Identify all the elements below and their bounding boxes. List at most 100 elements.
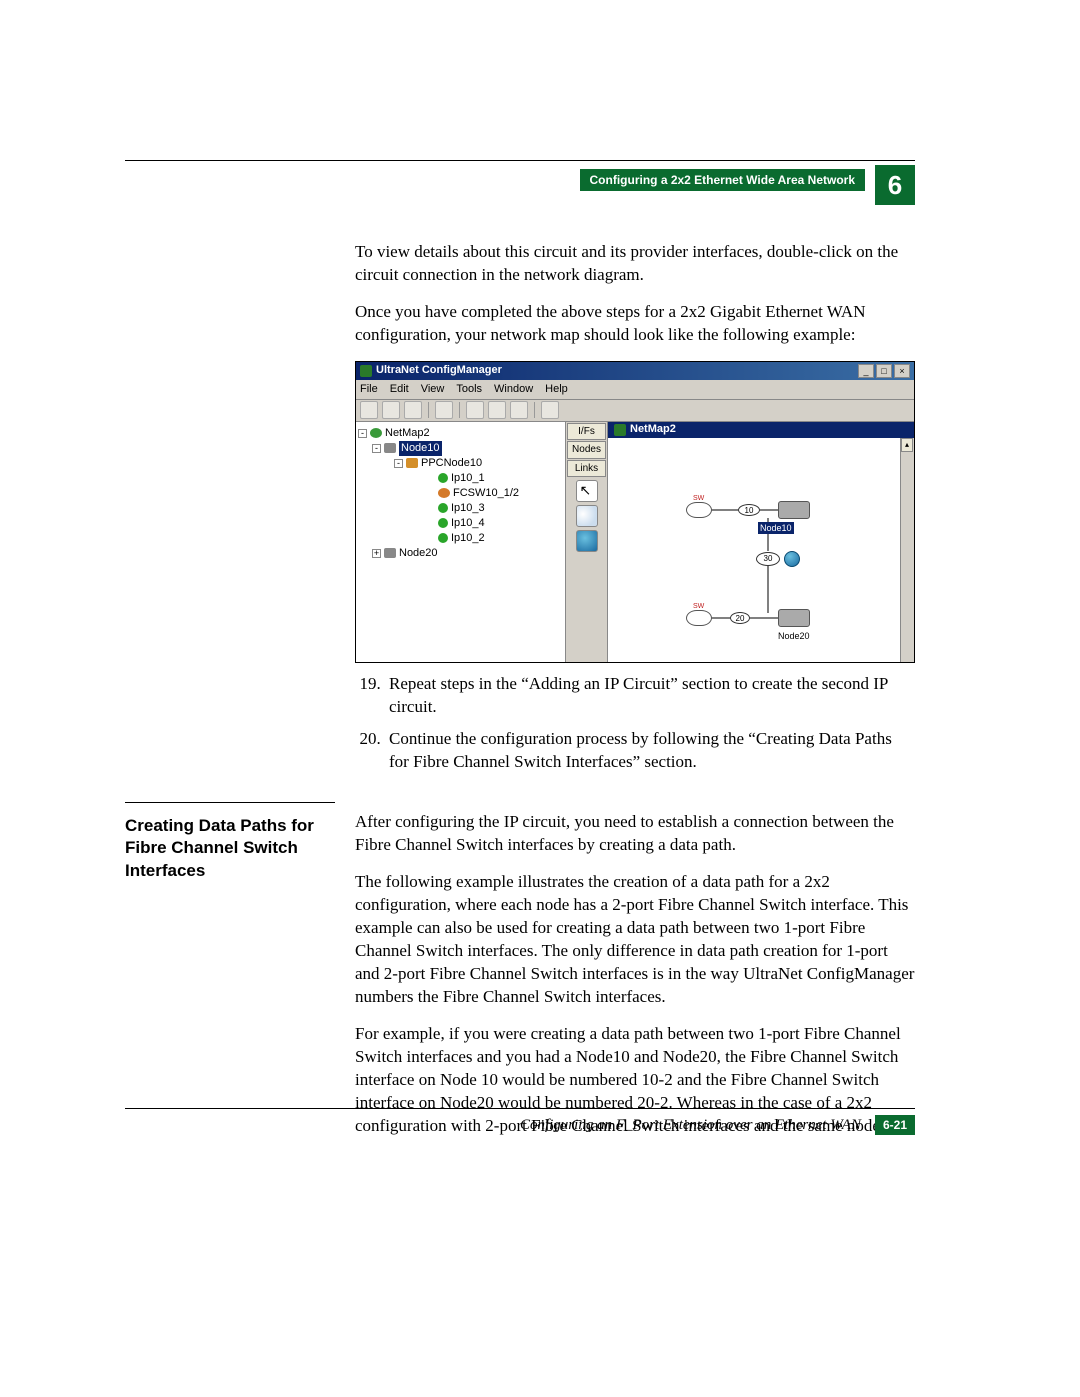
menu-help[interactable]: Help	[545, 382, 568, 397]
palette-tab-ifs[interactable]: I/Fs	[567, 423, 606, 441]
globe-tool-icon[interactable]	[576, 530, 598, 552]
tree-label: Ip10_2	[451, 531, 485, 546]
link-oval[interactable]: 20	[730, 612, 750, 624]
cloud-node-icon[interactable]	[686, 610, 712, 626]
menu-edit[interactable]: Edit	[390, 382, 409, 397]
toolbar	[356, 400, 914, 422]
step-item: Continue the configuration process by fo…	[385, 728, 915, 774]
paragraph: To view details about this circuit and i…	[355, 241, 915, 287]
menu-tools[interactable]: Tools	[456, 382, 482, 397]
menu-window[interactable]: Window	[494, 382, 533, 397]
close-button[interactable]: ×	[894, 364, 910, 378]
chapter-number-badge: 6	[875, 165, 915, 205]
window-title-text: UltraNet ConfigManager	[376, 363, 502, 378]
tree-label-selected: Node10	[399, 441, 442, 456]
page-header: Configuring a 2x2 Ethernet Wide Area Net…	[125, 169, 915, 205]
menubar: File Edit View Tools Window Help	[356, 380, 914, 400]
tree-label: NetMap2	[385, 426, 430, 441]
router-node-icon[interactable]	[778, 501, 810, 519]
palette-tab-links[interactable]: Links	[567, 460, 606, 478]
body-columns: To view details about this circuit and i…	[125, 241, 915, 788]
interface-icon	[438, 473, 448, 483]
tree-label: Node20	[399, 546, 438, 561]
toolbar-open-icon[interactable]	[382, 401, 400, 419]
section-heading-col: Creating Data Paths for Fibre Channel Sw…	[125, 811, 335, 881]
paragraph: After configuring the IP circuit, you ne…	[355, 811, 915, 857]
node-icon	[384, 443, 396, 453]
tree-leaf[interactable]: Ip10_3	[358, 501, 563, 516]
interface-icon	[438, 503, 448, 513]
paragraph: The following example illustrates the cr…	[355, 871, 915, 1009]
network-diagram[interactable]: SW 10 Node10 30 SW 20	[608, 438, 914, 662]
tree-leaf[interactable]: FCSW10_1/2	[358, 486, 563, 501]
tree-leaf[interactable]: Ip10_1	[358, 471, 563, 486]
step-item: Repeat steps in the “Adding an IP Circui…	[385, 673, 915, 719]
window-title: UltraNet ConfigManager	[360, 363, 502, 378]
left-gutter	[125, 241, 335, 788]
window-buttons: _ □ ×	[858, 364, 910, 378]
toolbar-paste-icon[interactable]	[510, 401, 528, 419]
tree-node[interactable]: -PPCNode10	[358, 456, 563, 471]
tree-label: Ip10_4	[451, 516, 485, 531]
page-footer: Configuring an F_Port Extension over an …	[125, 1108, 915, 1135]
header-section-label: Configuring a 2x2 Ethernet Wide Area Net…	[580, 169, 866, 191]
toolbar-new-icon[interactable]	[360, 401, 378, 419]
interface-icon	[438, 533, 448, 543]
link-oval[interactable]: 30	[756, 552, 780, 566]
node-icon	[384, 548, 396, 558]
window-titlebar: UltraNet ConfigManager _ □ ×	[356, 362, 914, 380]
cloud-node-icon[interactable]	[686, 502, 712, 518]
scroll-up-button[interactable]: ▴	[901, 438, 913, 452]
ppc-icon	[406, 458, 418, 468]
toolbar-save-icon[interactable]	[404, 401, 422, 419]
oval-label: 20	[736, 614, 745, 623]
node-label: Node10	[758, 522, 794, 534]
globe-node-icon[interactable]	[784, 551, 800, 567]
tree-root[interactable]: -NetMap2	[358, 426, 563, 441]
toolbar-cut-icon[interactable]	[466, 401, 484, 419]
interface-icon	[438, 518, 448, 528]
app-window: UltraNet ConfigManager _ □ × File Edit V…	[355, 361, 915, 663]
tree-panel[interactable]: -NetMap2 -Node10 -PPCNode10 Ip10_1 FCSW1…	[356, 422, 566, 662]
maximize-button[interactable]: □	[876, 364, 892, 378]
diagram-wires	[608, 438, 914, 662]
tree-label: Ip10_3	[451, 501, 485, 516]
tree-node[interactable]: -Node10	[358, 441, 563, 456]
menu-view[interactable]: View	[421, 382, 445, 397]
main-column: To view details about this circuit and i…	[355, 241, 915, 788]
toolbar-separator	[534, 402, 535, 418]
toolbar-separator	[459, 402, 460, 418]
toolbar-copy-icon[interactable]	[488, 401, 506, 419]
oval-label: 10	[745, 506, 754, 515]
tree-node[interactable]: +Node20	[358, 546, 563, 561]
section-divider-wrap	[125, 802, 335, 803]
cloud-tool-icon[interactable]	[576, 505, 598, 527]
section-row: Creating Data Paths for Fibre Channel Sw…	[125, 811, 915, 1151]
pointer-tool-icon[interactable]	[576, 480, 598, 502]
palette-tab-nodes[interactable]: Nodes	[567, 441, 606, 459]
router-node-icon[interactable]	[778, 609, 810, 627]
oval-label: 30	[764, 554, 773, 563]
section-rule	[125, 802, 335, 803]
section-body: After configuring the IP circuit, you ne…	[355, 811, 915, 1151]
netmap-icon	[614, 424, 626, 436]
toolbar-props-icon[interactable]	[541, 401, 559, 419]
vertical-scrollbar[interactable]: ▴	[900, 438, 914, 662]
tree-leaf[interactable]: Ip10_4	[358, 516, 563, 531]
menu-file[interactable]: File	[360, 382, 378, 397]
paragraph: Once you have completed the above steps …	[355, 301, 915, 347]
app-icon	[360, 365, 372, 377]
minimize-button[interactable]: _	[858, 364, 874, 378]
canvas-panel[interactable]: NetMap2 SW	[608, 422, 914, 662]
netmap-icon	[370, 428, 382, 438]
footer-text: Configuring an F_Port Extension over an …	[520, 1117, 861, 1134]
tree-label: FCSW10_1/2	[453, 486, 519, 501]
page-content: Configuring a 2x2 Ethernet Wide Area Net…	[125, 160, 915, 1152]
toolbar-print-icon[interactable]	[435, 401, 453, 419]
link-oval[interactable]: 10	[738, 504, 760, 516]
canvas-title: NetMap2	[630, 422, 676, 437]
tree-leaf[interactable]: Ip10_2	[358, 531, 563, 546]
interface-icon	[438, 488, 450, 498]
numbered-steps: Repeat steps in the “Adding an IP Circui…	[355, 673, 915, 775]
app-body: -NetMap2 -Node10 -PPCNode10 Ip10_1 FCSW1…	[356, 422, 914, 662]
